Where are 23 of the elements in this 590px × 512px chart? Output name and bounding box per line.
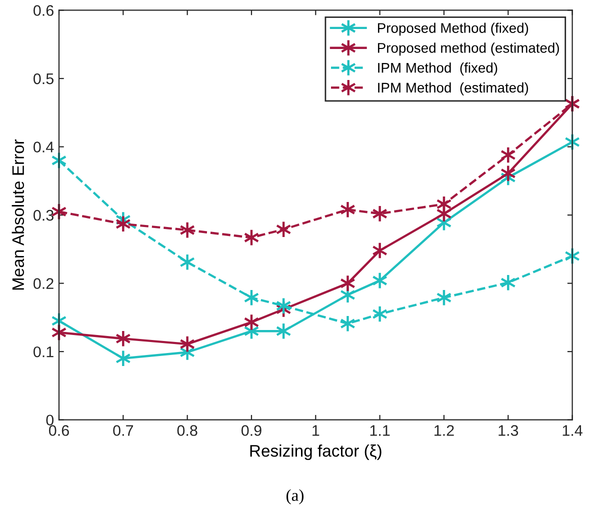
y-tick-label: 0.1 [34, 346, 54, 358]
y-tick-label: 0.2 [34, 278, 54, 289]
x-tick-label: 1.1 [370, 425, 390, 436]
legend-label: Proposed method (estimated) [378, 42, 559, 56]
legend-label: IPM Method (fixed) [378, 62, 498, 76]
x-tick-label: 1 [312, 425, 320, 436]
x-tick-label: 1.4 [562, 425, 582, 436]
x-tick-label: 0.8 [177, 425, 198, 436]
y-axis-title: Mean Absolute Error [12, 139, 24, 290]
y-tick-label: 0.5 [34, 73, 54, 84]
legend-label: Proposed Method (fixed) [378, 22, 528, 36]
y-tick-label: 0.4 [34, 142, 54, 152]
x-tick-label: 0.6 [48, 425, 69, 436]
y-tick-label: 0.3 [34, 210, 54, 221]
text: (a) [286, 489, 304, 504]
x-tick-label: 0.9 [241, 425, 262, 436]
x-axis-title: Resizing factor (ξ) [250, 444, 382, 460]
x-tick-label: 1.2 [434, 425, 454, 436]
x-tick-label: 1.3 [498, 425, 518, 436]
y-tick-label: 0 [46, 414, 54, 426]
y-tick-label: 0.6 [34, 5, 54, 16]
legend-label: IPM Method (estimated) [378, 82, 528, 96]
x-tick-label: 0.7 [113, 425, 134, 436]
